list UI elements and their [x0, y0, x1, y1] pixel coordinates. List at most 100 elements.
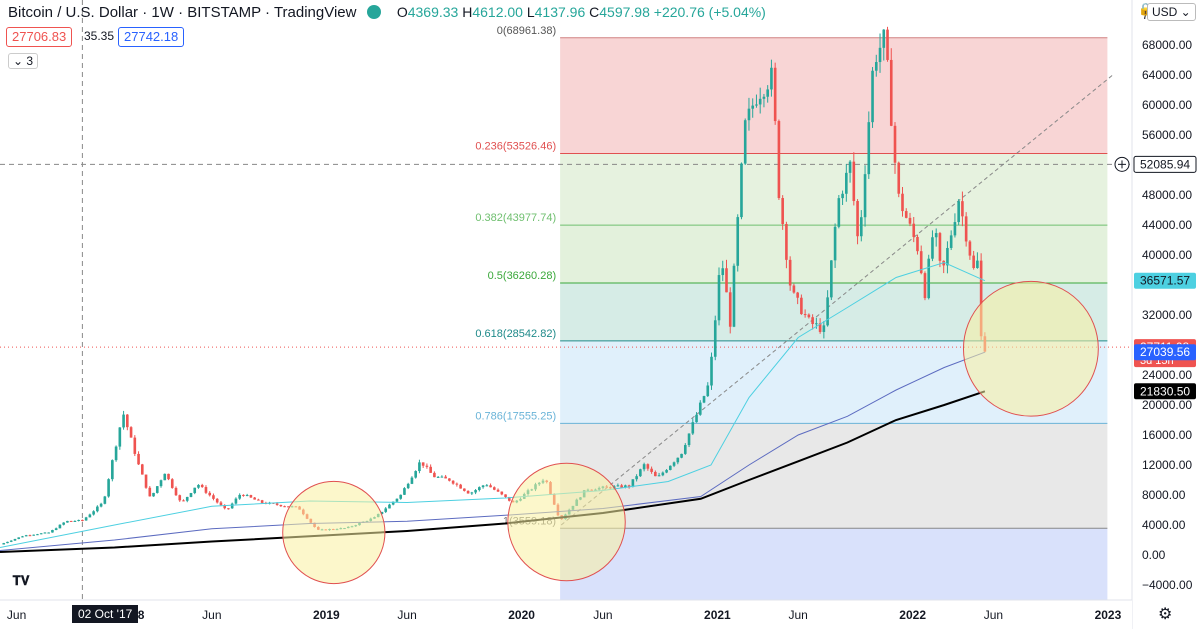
candle-body [159, 480, 163, 487]
candle-body [901, 193, 904, 212]
candle-body [934, 233, 938, 238]
candle-body [47, 532, 50, 534]
x-tick-label: 2022 [899, 608, 926, 622]
candle-body [245, 495, 249, 497]
candle-body [466, 490, 470, 494]
fib-zone [560, 528, 1108, 600]
candle-body [676, 457, 680, 463]
candle-body [455, 483, 459, 485]
candle-body [223, 505, 226, 509]
y-tick-label: 56000.00 [1142, 128, 1192, 142]
fib-level-label: 0.236(53526.46) [475, 141, 556, 153]
candle-body [478, 487, 481, 491]
gear-icon[interactable]: ⚙ [1158, 606, 1173, 623]
candle-body [624, 485, 627, 488]
candle-body [751, 105, 755, 109]
candle-body [208, 492, 212, 496]
highlight-circle [282, 480, 386, 585]
x-tick-label: Jun [593, 608, 612, 622]
candle-body [418, 462, 421, 472]
candle-body [391, 501, 395, 505]
x-tick-label: 2020 [508, 608, 535, 622]
candle-body [463, 488, 466, 491]
candle-body [953, 222, 957, 236]
moving-average-line [0, 390, 986, 553]
candle-body [919, 251, 923, 274]
candle-body [504, 494, 507, 497]
exchange: BITSTAMP [187, 4, 261, 21]
candle-body [841, 193, 844, 199]
x-tick-label: Jun [984, 608, 1003, 622]
fib-zone [560, 225, 1108, 284]
fib-level-label: 0.5(36260.28) [488, 270, 557, 282]
candle-body [242, 494, 245, 496]
candle-body [470, 492, 474, 494]
candle-body [88, 514, 92, 518]
candle-body [489, 485, 492, 488]
candle-body [874, 62, 878, 71]
candle-body [62, 522, 65, 525]
candle-body [968, 241, 972, 256]
candle-body [148, 487, 152, 497]
symbol-name[interactable]: Bitcoin / U.S. Dollar [8, 4, 139, 21]
sell-price[interactable]: 27706.83 [6, 27, 73, 47]
tradingview-logo-icon[interactable]: 𝐓𝐕 [10, 570, 32, 592]
candle-body [54, 528, 58, 531]
platform: TradingView [273, 4, 357, 21]
candle-body [672, 462, 676, 466]
candle-body [657, 475, 661, 477]
y-tick-label: 48000.00 [1142, 188, 1192, 202]
x-tick-label: 2021 [704, 608, 731, 622]
x-tick-label: Jun [788, 608, 807, 622]
chevron-down-icon: ⌄ [1177, 5, 1191, 19]
candle-body [811, 317, 814, 325]
candle-body [2, 543, 6, 545]
fib-level-label: 0.382(43977.74) [475, 212, 556, 224]
candle-body [170, 479, 174, 488]
y-tick-label: 40000.00 [1142, 248, 1192, 262]
price-tag-label: 52085.94 [1140, 157, 1190, 171]
candle-body [129, 427, 133, 438]
time-axis [0, 600, 1132, 629]
candle-body [493, 487, 496, 490]
candle-body [923, 273, 927, 299]
candle-body [800, 297, 803, 315]
candle-body [155, 486, 159, 493]
candle-body [6, 541, 9, 544]
candle-body [219, 502, 223, 506]
candle-body [399, 494, 403, 499]
y-tick-label: −4000.00 [1142, 578, 1193, 592]
candle-body [852, 161, 856, 202]
candle-body [807, 314, 811, 318]
candle-body [436, 476, 440, 478]
candle-body [13, 538, 17, 541]
indicators-toggle[interactable]: ⌄ 3 [8, 53, 39, 69]
candle-body [238, 494, 241, 499]
eye-icon[interactable] [366, 5, 381, 19]
candle-body [77, 519, 80, 521]
fib-level-label: 0.786(17555.25) [475, 410, 556, 422]
buy-price[interactable]: 27742.18 [118, 27, 185, 47]
candle-body [927, 258, 931, 299]
fib-level-label: 0(68961.38) [497, 25, 556, 37]
candle-body [938, 233, 942, 261]
candle-body [826, 297, 829, 326]
currency-select[interactable]: USD ⌄ [1147, 3, 1196, 21]
candle-body [73, 520, 77, 522]
interval[interactable]: 1W [151, 4, 174, 21]
y-tick-label: 16000.00 [1142, 428, 1192, 442]
candle-body [654, 471, 657, 477]
candle-body [725, 268, 728, 293]
candle-body [964, 216, 968, 242]
candle-body [886, 29, 889, 60]
candle-body [916, 236, 919, 252]
candle-body [174, 487, 178, 496]
candle-body [152, 492, 155, 497]
candle-body [9, 540, 13, 542]
candle-body [661, 472, 665, 476]
candle-body [728, 292, 732, 327]
candle-body [69, 520, 73, 522]
candle-body [414, 471, 417, 478]
candle-body [107, 479, 110, 497]
